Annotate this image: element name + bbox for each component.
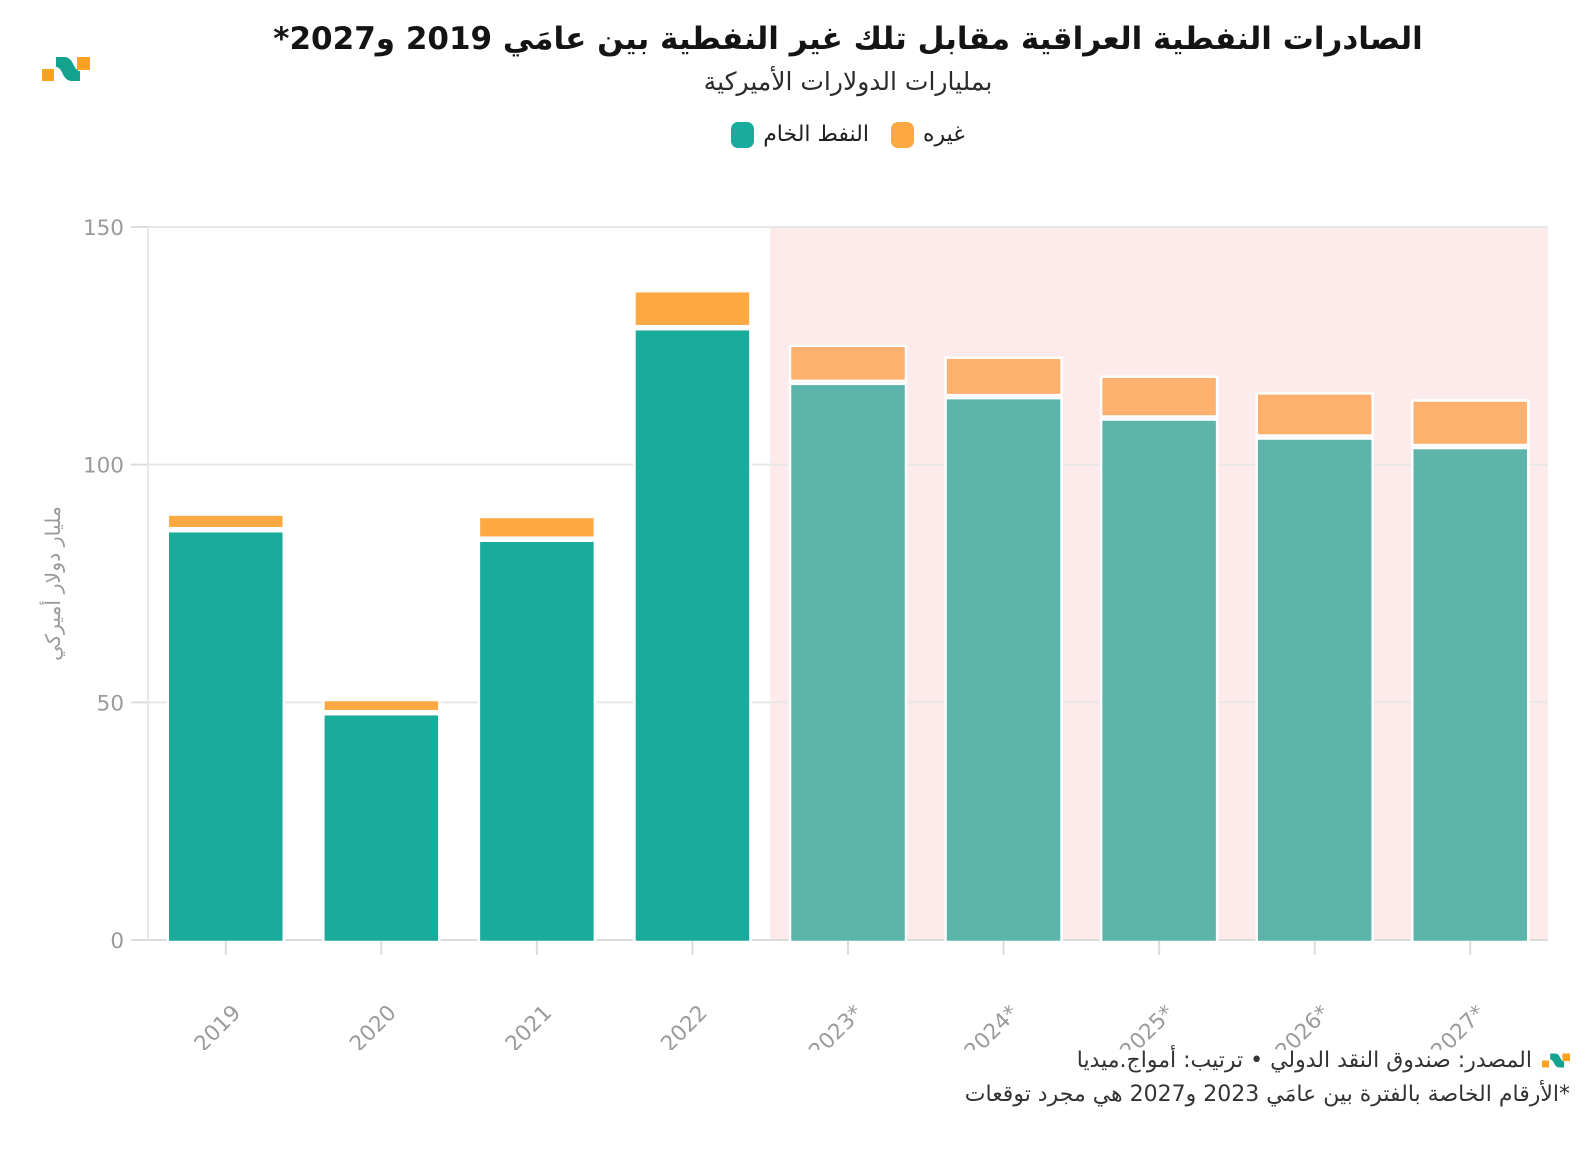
- bar-crude-2020[interactable]: [322, 712, 441, 944]
- bar-crude-2022[interactable]: [633, 327, 752, 944]
- chart-footer: المصدر: صندوق النقد الدولي • ترتيب: أموا…: [965, 1048, 1570, 1107]
- bar-other-2026*[interactable]: [1255, 392, 1374, 437]
- legend-item-other: غيره: [891, 121, 965, 148]
- x-tick-label-2026*: 2026*: [1271, 1000, 1335, 1050]
- bar-other-2027*[interactable]: [1410, 399, 1530, 447]
- x-tick-label-2021: 2021: [501, 1001, 557, 1050]
- x-tick-label-2025*: 2025*: [1115, 1000, 1179, 1050]
- source-line: المصدر: صندوق النقد الدولي • ترتيب: أموا…: [1076, 1048, 1532, 1073]
- bar-other-2025*[interactable]: [1099, 375, 1219, 418]
- x-tick-label-2023*: 2023*: [804, 1000, 868, 1050]
- bar-other-2024*[interactable]: [944, 356, 1063, 397]
- legend-swatch-other: [891, 121, 914, 148]
- bar-other-2020[interactable]: [322, 698, 441, 713]
- bar-crude-2023*[interactable]: [788, 382, 908, 944]
- bar-crude-2019[interactable]: [166, 529, 286, 944]
- legend: غيره النفط الخام: [148, 121, 1548, 148]
- y-tick-label-100: 100: [83, 454, 124, 479]
- brand-logo: [42, 57, 90, 81]
- x-tick-label-2024*: 2024*: [960, 1000, 1024, 1050]
- y-tick-label-0: 0: [110, 929, 124, 954]
- x-tick-label-2019: 2019: [190, 1001, 246, 1050]
- y-tick-label-150: 150: [83, 216, 124, 241]
- footer-logo: [1542, 1053, 1570, 1068]
- legend-item-crude: النفط الخام: [731, 121, 869, 148]
- source-line-row: المصدر: صندوق النقد الدولي • ترتيب: أموا…: [965, 1048, 1570, 1073]
- x-tick-label-2022: 2022: [656, 1001, 712, 1050]
- bar-other-2023*[interactable]: [788, 344, 908, 383]
- bar-other-2019[interactable]: [166, 513, 286, 530]
- bar-crude-2027*[interactable]: [1410, 446, 1530, 944]
- bar-other-2021[interactable]: [477, 515, 597, 539]
- footnote-line: *الأرقام الخاصة بالفترة بين عامَي 2023 و…: [964, 1082, 1570, 1107]
- bar-crude-2025*[interactable]: [1099, 418, 1219, 944]
- y-axis-title: مليار دولار أميركي: [40, 506, 65, 661]
- x-tick-label-2020: 2020: [345, 1001, 401, 1050]
- bar-crude-2021[interactable]: [477, 539, 597, 944]
- footer-logo-square-right: [1562, 1053, 1570, 1062]
- bar-crude-2026*[interactable]: [1255, 437, 1374, 944]
- footer-logo-wave: [1550, 1053, 1565, 1068]
- page-subtitle: بمليارات الدولارات الأميركية: [703, 66, 993, 96]
- page-title: الصادرات النفطية العراقية مقابل تلك غير …: [273, 21, 1423, 57]
- legend-label-crude: النفط الخام: [763, 122, 869, 148]
- legend-swatch-crude: [731, 121, 755, 148]
- x-tick-label-2027*: 2027*: [1426, 1000, 1490, 1050]
- bar-other-2022[interactable]: [633, 289, 752, 328]
- stacked-bar-chart: 0 50 100 150 مليار دولار أميركي 2019 2020 2021 2…: [40, 216, 1548, 1050]
- y-tick-label-50: 50: [97, 691, 124, 716]
- legend-label-other: غيره: [923, 122, 965, 148]
- footer-logo-square-left: [1542, 1060, 1549, 1068]
- bar-crude-2024*[interactable]: [944, 396, 1063, 944]
- chart-header: الصادرات النفطية العراقية مقابل تلك غير …: [148, 20, 1548, 148]
- logo-wave: [56, 57, 80, 81]
- logo-square-left: [42, 69, 54, 81]
- logo-square-right: [77, 57, 90, 70]
